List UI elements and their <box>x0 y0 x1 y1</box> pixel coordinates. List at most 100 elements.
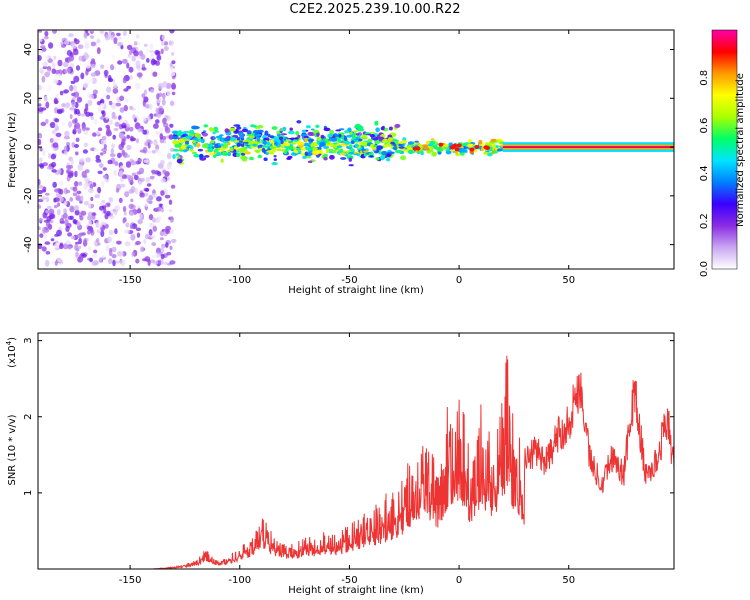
heatmap-cell <box>416 151 421 155</box>
heatmap-cell <box>72 219 77 224</box>
heatmap-cell <box>341 142 345 147</box>
heatmap-cell <box>79 158 85 163</box>
heatmap-cell <box>53 97 58 105</box>
heatmap-cell <box>357 128 365 132</box>
heatmap-cell <box>75 65 81 71</box>
heatmap-cell <box>117 152 122 159</box>
heatmap-cell <box>375 157 380 161</box>
heatmap-cell <box>120 259 126 267</box>
heatmap-cell <box>287 145 293 150</box>
heatmap-cell <box>130 198 134 203</box>
heatmap-cell <box>51 68 57 74</box>
heatmap-cell <box>100 98 105 105</box>
heatmap-cell <box>346 146 350 149</box>
heatmap-cell <box>98 257 103 263</box>
y-tick-label: 3 <box>23 337 34 343</box>
heatmap-cell <box>153 123 159 129</box>
heatmap-cell <box>106 236 113 243</box>
heatmap-cell <box>149 235 156 239</box>
heatmap-cell <box>323 127 331 132</box>
snr-plot-frame <box>37 332 675 570</box>
heatmap-cell <box>47 69 51 75</box>
heatmap-cell <box>427 149 434 153</box>
heatmap-cell <box>145 203 149 207</box>
heatmap-cell <box>484 145 490 150</box>
heatmap-cell <box>88 188 94 194</box>
heatmap-cell <box>67 165 72 171</box>
heatmap-cell <box>469 147 475 152</box>
heatmap-cell <box>52 142 59 149</box>
heatmap-cell <box>74 122 81 129</box>
heatmap-cell <box>160 208 164 213</box>
snr-x-ticks: -150 -100 -50 0 50 <box>119 333 575 586</box>
heatmap-cell <box>315 124 320 128</box>
heatmap-cell <box>133 50 139 57</box>
heatmap-cell <box>248 156 255 161</box>
heatmap-cell <box>57 105 62 109</box>
heatmap-cell <box>76 190 82 195</box>
heatmap-cell <box>42 149 46 156</box>
heatmap-cell <box>44 30 49 37</box>
heatmap-cell <box>69 215 74 220</box>
heatmap-cell <box>495 145 499 148</box>
heatmap-cell <box>283 150 288 155</box>
heatmap-cell <box>85 62 91 69</box>
heatmap-cell <box>236 152 241 158</box>
heatmap-cell <box>155 130 160 136</box>
heatmap-cell <box>144 134 149 140</box>
heatmap-cell <box>96 47 101 55</box>
heatmap-cell <box>337 139 342 143</box>
heatmap-cell <box>115 188 120 193</box>
heatmap-cell <box>480 147 485 152</box>
heatmap-cell <box>135 138 140 144</box>
heatmap-cell <box>294 137 299 141</box>
heatmap-cell <box>102 254 106 259</box>
heatmap-cell <box>141 93 146 99</box>
heatmap-cell <box>285 139 292 142</box>
heatmap-cell <box>103 69 109 77</box>
heatmap-cell <box>72 130 76 135</box>
heatmap-cell <box>118 132 125 139</box>
y-tick-label: 20 <box>23 92 34 105</box>
heatmap-cell <box>123 211 127 216</box>
heatmap-cell <box>132 114 136 120</box>
heatmap-cell <box>402 144 406 147</box>
heatmap-cell <box>455 150 459 155</box>
heatmap-cell <box>142 129 147 135</box>
heatmap-cell <box>70 80 76 84</box>
y-tick-label: 0 <box>23 144 34 150</box>
heatmap-cell <box>42 102 47 107</box>
heatmap-cell <box>156 196 162 202</box>
heatmap-cell <box>44 241 51 245</box>
heatmap-cell <box>168 209 173 213</box>
heatmap-cell <box>55 93 59 98</box>
heatmap-cell <box>170 260 176 265</box>
heatmap-cell <box>78 237 82 245</box>
heatmap-cell <box>119 118 123 125</box>
heatmap-cell <box>81 253 87 258</box>
heatmap-cell <box>135 160 140 165</box>
heatmap-cell <box>44 55 50 61</box>
heatmap-cell <box>343 136 348 141</box>
heatmap-cell <box>92 89 98 95</box>
heatmap-cell <box>71 101 76 108</box>
heatmap-cell <box>380 134 386 138</box>
heatmap-cell <box>449 145 455 150</box>
heatmap-cell <box>200 138 205 144</box>
heatmap-cell <box>129 211 134 217</box>
heatmap-cell <box>421 144 429 147</box>
heatmap-cell <box>38 55 42 61</box>
heatmap-cell <box>382 138 389 144</box>
heatmap-cell <box>59 188 64 195</box>
heatmap-cell <box>296 120 302 124</box>
heatmap-cell <box>430 146 434 151</box>
heatmap-cell <box>164 41 168 46</box>
heatmap-cell <box>111 143 115 149</box>
heatmap-cell <box>143 159 149 164</box>
heatmap-cell <box>191 125 198 130</box>
heatmap-cell <box>364 132 371 135</box>
heatmap-cell <box>75 196 82 201</box>
heatmap-cell <box>374 120 379 126</box>
heatmap-cell <box>303 136 309 138</box>
heatmap-cell <box>85 157 91 163</box>
